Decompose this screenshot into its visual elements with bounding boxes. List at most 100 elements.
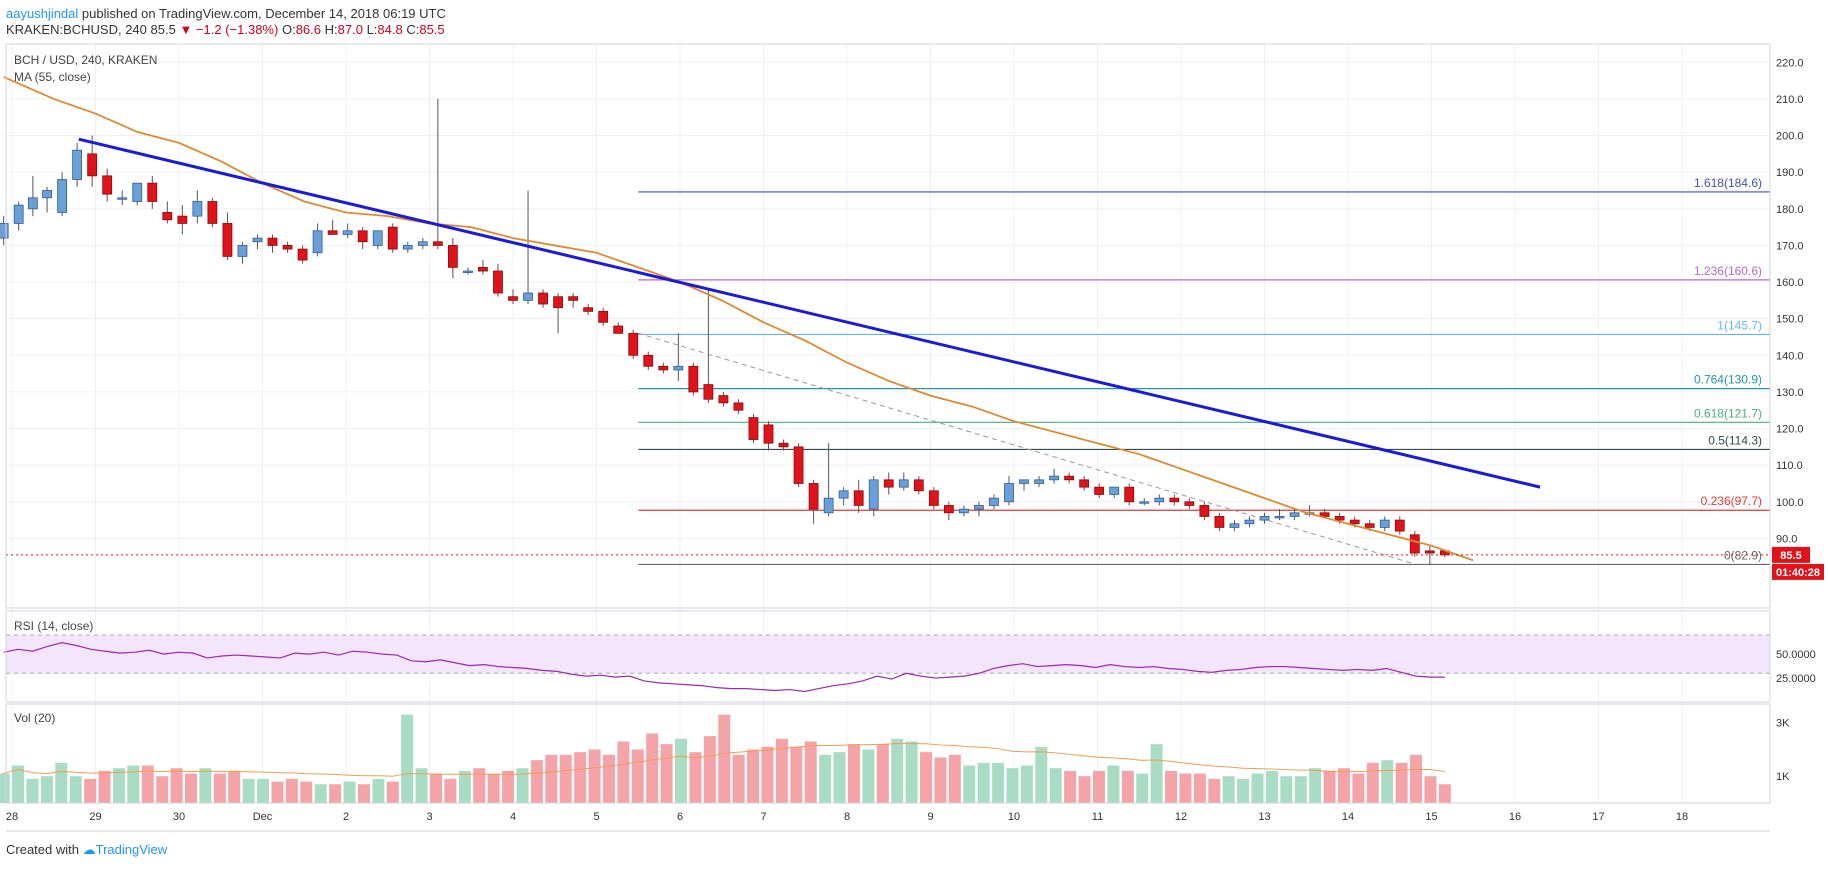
candle-up-body [57,179,67,213]
volume-bar [948,754,961,803]
volume-bar [761,746,774,803]
candle [0,216,9,246]
x-tick-label: 5 [593,811,599,823]
volume-bar [1092,770,1105,803]
volume-bar [1035,746,1048,803]
candle [1289,509,1300,521]
last-price-tag-label: 85.5 [1780,550,1801,562]
y-tick-label: 210.0 [1776,94,1804,106]
candle-up-body [1139,501,1150,504]
candle [778,439,789,451]
volume-bar [847,744,860,803]
ma-indicator-label: MA (55, close) [14,70,91,84]
candle [718,391,729,407]
fib-level-label: 0.764(130.9) [1694,373,1762,387]
candle-down-body [778,442,789,448]
candle [1004,476,1014,506]
x-tick-label: 18 [1676,811,1688,823]
candle [733,399,744,414]
x-tick-label: 13 [1258,811,1270,823]
y-tick-label: 120.0 [1776,424,1804,436]
candle [974,501,984,517]
candle-down-body [748,417,759,440]
candle-up-body [342,230,353,235]
x-tick-label: 3 [426,811,432,823]
candle [1064,472,1075,484]
candle [898,472,909,491]
candle-up-body [1274,516,1285,519]
candle-up-body [959,508,969,514]
candle [989,494,999,510]
candle [387,223,398,253]
fib-level-label: 1.618(184.6) [1694,176,1762,190]
candle [1199,501,1210,521]
volume-bar [1352,773,1365,803]
volume-bar [1337,768,1350,803]
volume-bar [185,773,198,803]
rsi-line [3,641,1445,693]
candle-up-body [192,201,203,217]
candle-down-body [1199,505,1210,517]
candle [883,472,894,495]
volume-bar [920,752,933,803]
volume-bar [732,754,745,803]
volume-bar [1294,776,1307,803]
candle-up-body [1019,479,1029,484]
symbol-name: KRAKEN:BCHUSD, 240 [6,22,147,37]
fib-level-label: 0(82.9) [1724,548,1762,562]
candle-down-body [1394,519,1405,532]
axes: 28 29 30 Dec 2 3 4 5 6 7 8 9 10 11 12 13 14 15 16 17 18 220.0… [5,43,1824,832]
high-label: H: [324,22,338,37]
candle [87,135,98,187]
candle-down-body [598,310,609,323]
fibonacci-levels: 1.618(184.6) 1.236(160.6) 1(145.7) 0.764(13… [638,176,1770,566]
candle [1124,483,1135,506]
y-tick-label: 220.0 [1776,57,1804,69]
candle [748,413,759,444]
candle-down-body [267,237,278,246]
candle [1409,531,1420,557]
candle-down-body [1079,479,1090,488]
volume-bar [357,784,370,803]
fib-level-label: 1(145.7) [1717,318,1762,332]
candle-up-body [402,245,413,250]
candle [538,289,548,308]
author-link[interactable]: aayushjindal [6,6,79,21]
candle-down-body [928,490,939,506]
volume-bar [1078,776,1091,803]
volume-bar [718,714,731,803]
candle-up-body [13,204,24,224]
candle [447,238,458,279]
volume-bar [1280,776,1293,803]
candle [357,227,368,250]
candle-up-body [72,149,83,180]
volume-bar [833,752,846,803]
volume-bar [1323,770,1336,803]
candle [1109,486,1120,499]
candle-down-body [1094,486,1105,495]
volume-bar [112,768,125,803]
volume-bar [775,738,788,803]
candle-up-body [838,490,849,499]
candle [222,212,233,261]
tradingview-link[interactable]: TradingView [95,842,168,857]
volume-tick-label: 3K [1776,718,1790,730]
volume-bar [905,741,918,803]
candle [147,175,158,209]
volume-bar [660,744,673,803]
volume-bar [1366,762,1379,803]
volume-bar [55,762,68,803]
x-tick-label: 10 [1008,811,1020,823]
candle [192,190,203,224]
volume-bar [372,778,385,803]
volume-bar [1410,754,1423,803]
x-tick-label: 8 [844,811,850,823]
volume-bar [1121,770,1134,803]
volume-ma-line [3,743,1445,777]
candle-up-body [312,230,323,254]
x-tick-label: 7 [760,811,766,823]
volume-bar [401,714,414,803]
y-tick-label: 160.0 [1776,277,1804,289]
candle [583,304,594,316]
